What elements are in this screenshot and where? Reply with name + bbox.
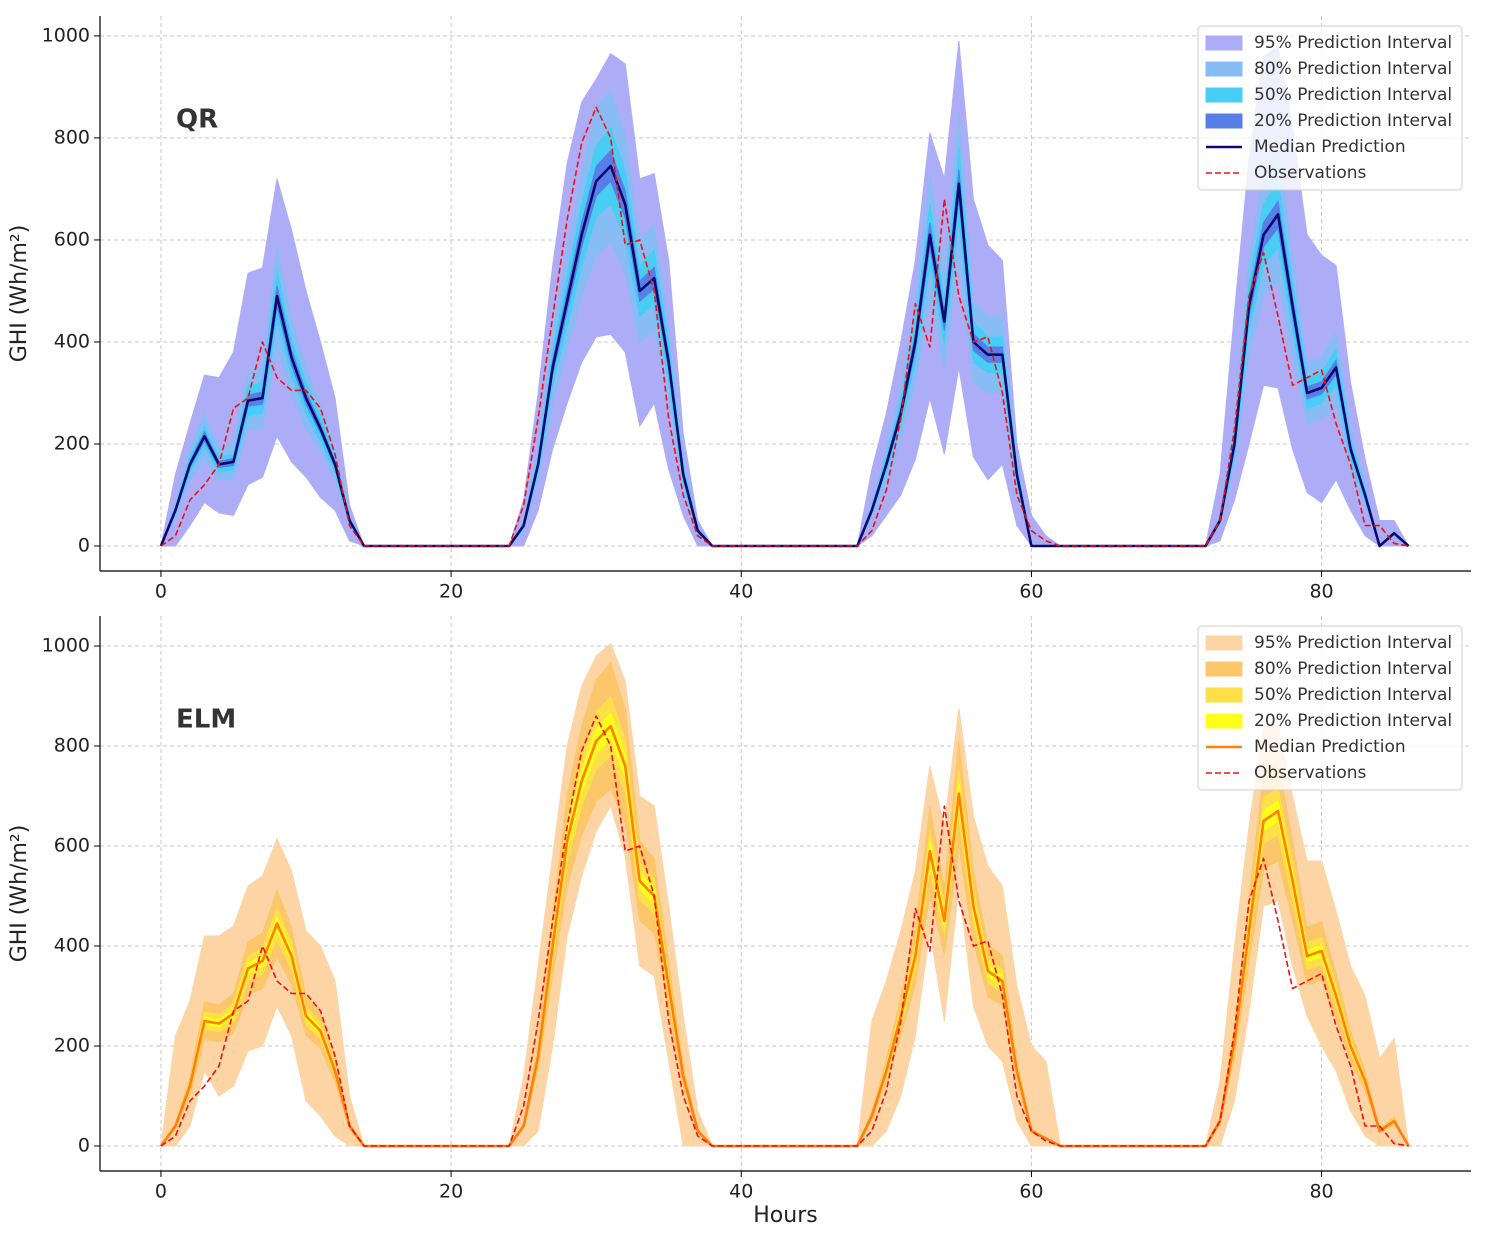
x-tick-label: 0 (155, 1181, 167, 1203)
x-tick-label: 80 (1309, 581, 1333, 603)
legend: 95% Prediction Interval 80% Prediction In… (1197, 25, 1463, 191)
x-tick-label: 80 (1309, 1181, 1333, 1203)
y-tick-label: 400 (54, 330, 90, 352)
y-tick-label: 0 (78, 535, 90, 557)
legend-label: 95% Prediction Interval (1254, 33, 1452, 53)
legend-label: Observations (1254, 763, 1367, 783)
y-tick-label: 0 (78, 1135, 90, 1157)
panel: 0 200 400 600 800 1000 0 20 40 60 80 ELM GHI (Wh/m²)… (7, 616, 1471, 1228)
legend-label: 80% Prediction Interval (1254, 659, 1452, 679)
legend-label: 50% Prediction Interval (1254, 85, 1452, 105)
x-axis-label: Hours (753, 1203, 817, 1228)
legend-label: 80% Prediction Interval (1254, 59, 1452, 79)
y-tick-label: 1000 (42, 24, 90, 46)
y-tick-label: 200 (54, 432, 90, 454)
legend-box (1197, 625, 1463, 791)
legend-label: Median Prediction (1254, 737, 1406, 757)
legend-swatch (1205, 35, 1243, 51)
legend-label: Observations (1254, 163, 1367, 183)
y-tick-label: 1000 (42, 635, 90, 657)
y-tick-label: 800 (54, 735, 90, 757)
legend-swatch (1205, 661, 1243, 677)
legend-swatch (1205, 635, 1243, 651)
legend-swatch (1205, 61, 1243, 77)
legend-label: 20% Prediction Interval (1254, 711, 1452, 731)
legend-label: Median Prediction (1254, 137, 1406, 157)
legend-swatch (1205, 713, 1243, 729)
y-tick-label: 600 (54, 228, 90, 250)
model-label: ELM (176, 705, 236, 735)
y-tick-label: 200 (54, 1035, 90, 1057)
y-axis-label: GHI (Wh/m²) (7, 825, 32, 963)
legend-label: 20% Prediction Interval (1254, 111, 1452, 131)
x-tick-label: 20 (439, 581, 463, 603)
y-tick-label: 800 (54, 126, 90, 148)
y-tick-label: 400 (54, 935, 90, 957)
x-tick-label: 20 (439, 1181, 463, 1203)
observation-line (160, 715, 1409, 1147)
legend-label: 95% Prediction Interval (1254, 633, 1452, 653)
legend-label: 50% Prediction Interval (1254, 685, 1452, 705)
model-label: QR (176, 105, 218, 135)
legend: 95% Prediction Interval 80% Prediction In… (1197, 625, 1463, 791)
x-tick-label: 60 (1019, 581, 1043, 603)
panel: 0 200 400 600 800 1000 0 20 40 60 80 QR GHI (Wh/m²) 9… (7, 16, 1471, 603)
x-tick-label: 60 (1019, 1181, 1043, 1203)
x-tick-label: 40 (729, 581, 753, 603)
legend-swatch (1205, 87, 1243, 103)
x-tick-label: 0 (155, 581, 167, 603)
legend-swatch (1205, 113, 1243, 129)
legend-swatch (1205, 687, 1243, 703)
observation-line (160, 106, 1409, 547)
legend-box (1197, 25, 1463, 191)
x-tick-label: 40 (729, 1181, 753, 1203)
y-tick-label: 600 (54, 835, 90, 857)
y-axis-label: GHI (Wh/m²) (7, 225, 32, 363)
